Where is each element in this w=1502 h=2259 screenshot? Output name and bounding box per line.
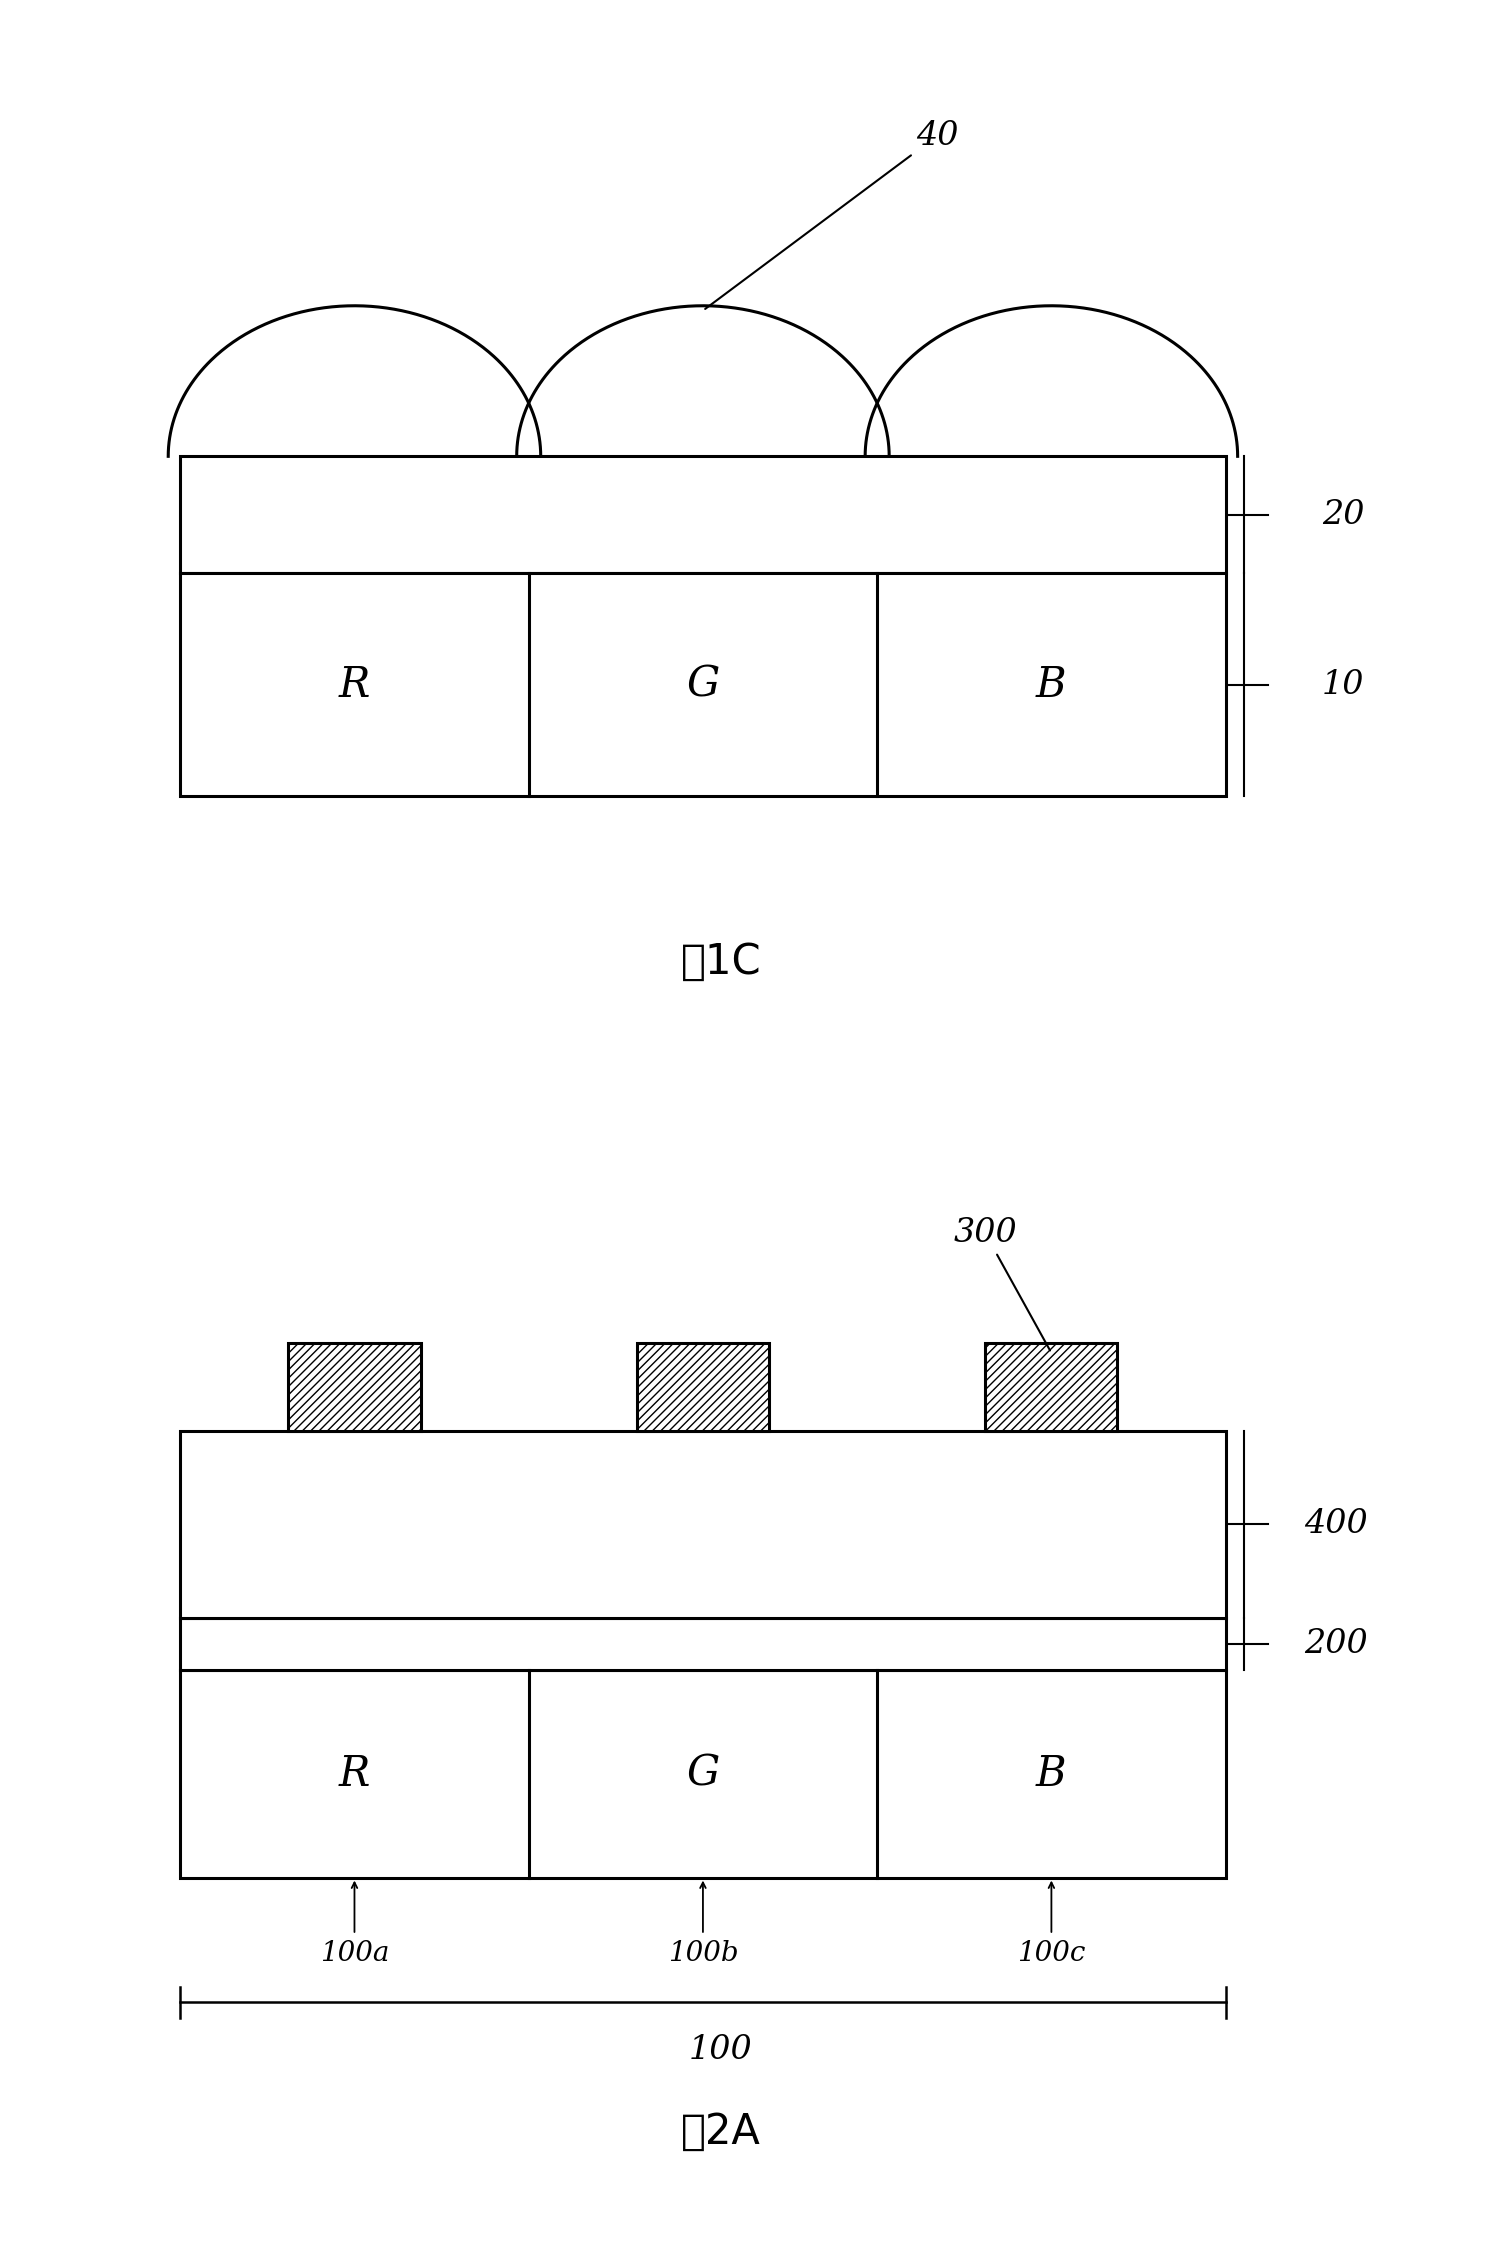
Bar bbox=[637, 1342, 769, 1430]
Text: B: B bbox=[1036, 664, 1066, 705]
Bar bbox=[180, 1617, 1226, 1669]
Text: G: G bbox=[686, 664, 719, 705]
Text: R: R bbox=[339, 1753, 369, 1794]
Bar bbox=[180, 1669, 1226, 1877]
Text: 20: 20 bbox=[1322, 499, 1364, 531]
Text: 100a: 100a bbox=[320, 1940, 389, 1968]
Bar bbox=[180, 456, 1226, 574]
Text: 100c: 100c bbox=[1017, 1940, 1086, 1968]
Text: 图2A: 图2A bbox=[680, 2112, 762, 2153]
Text: 100: 100 bbox=[689, 2033, 753, 2065]
Text: 300: 300 bbox=[954, 1218, 1050, 1351]
Bar bbox=[288, 1342, 421, 1430]
Text: 40: 40 bbox=[704, 120, 958, 309]
Text: 100b: 100b bbox=[667, 1940, 739, 1968]
Text: 400: 400 bbox=[1304, 1509, 1367, 1541]
Bar bbox=[985, 1342, 1117, 1430]
Bar bbox=[180, 1430, 1226, 1617]
Bar bbox=[180, 574, 1226, 795]
Text: 图1C: 图1C bbox=[680, 940, 762, 983]
Text: R: R bbox=[339, 664, 369, 705]
Text: 10: 10 bbox=[1322, 669, 1364, 700]
Text: 200: 200 bbox=[1304, 1629, 1367, 1660]
Text: G: G bbox=[686, 1753, 719, 1794]
Text: B: B bbox=[1036, 1753, 1066, 1794]
